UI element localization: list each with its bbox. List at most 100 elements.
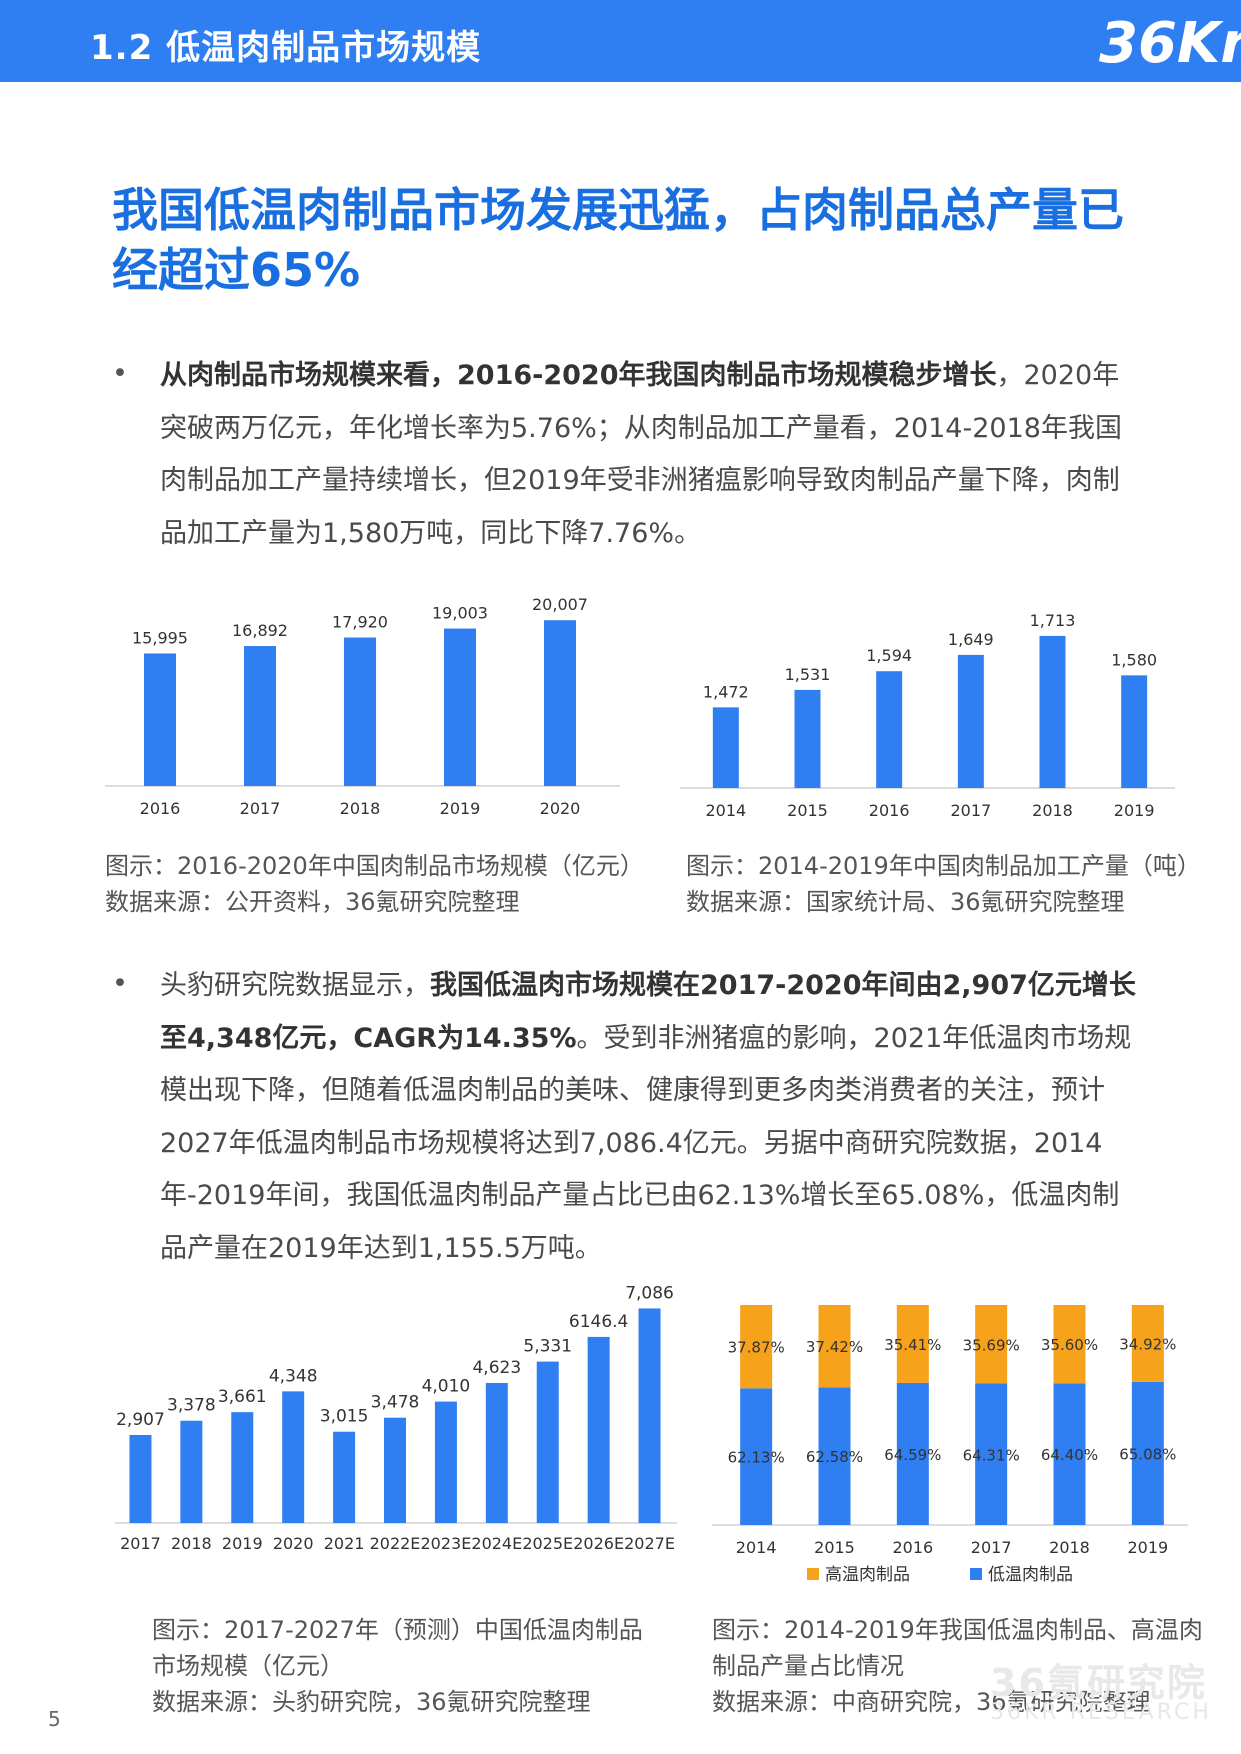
data-label: 1,580 [1111, 650, 1157, 669]
x-tick-label: 2018 [1032, 801, 1073, 820]
bar [231, 1412, 254, 1523]
page-header: 1.2 低温肉制品市场规模 36Kr [0, 0, 1241, 82]
data-label-low-temp: 65.08% [1119, 1445, 1176, 1463]
bar-high-temp [1053, 1305, 1086, 1384]
bullet-1: • [112, 358, 128, 389]
bar [1039, 635, 1066, 788]
data-label: 4,623 [472, 1358, 521, 1378]
x-tick-label: 2014 [705, 801, 746, 820]
x-tick-label: 2016 [869, 801, 910, 820]
bar [1121, 675, 1148, 788]
bar-high-temp [975, 1305, 1008, 1384]
data-label: 16,892 [232, 621, 288, 640]
data-label: 4,348 [269, 1366, 318, 1386]
x-tick-label: 2018 [1049, 1538, 1090, 1557]
data-label: 3,478 [371, 1393, 420, 1413]
x-tick-label: 2025E [522, 1534, 573, 1553]
bar-low-temp [1053, 1383, 1086, 1525]
x-tick-label: 2020 [273, 1534, 314, 1553]
data-label: 2,907 [116, 1410, 165, 1430]
bar [129, 1434, 152, 1523]
data-label: 3,661 [218, 1387, 267, 1407]
x-tick-label: 2019 [222, 1534, 263, 1553]
caption-3: 图示：2017-2027年（预测）中国低温肉制品 市场规模（亿元） 数据来源：头… [152, 1612, 643, 1720]
x-tick-label: 2021 [324, 1534, 365, 1553]
bar-high-temp [1131, 1305, 1164, 1382]
caption-1-title: 图示：2016-2020年中国肉制品市场规模（亿元） [105, 852, 644, 880]
x-tick-label: 2023E [420, 1534, 471, 1553]
bar [957, 654, 984, 788]
bar [434, 1401, 457, 1523]
chart-meat-market-size: 15,995 2016 16,892 2017 17,920 2018 19,003 2019… [105, 595, 620, 818]
bar [244, 646, 276, 786]
paragraph-1-text: ，2020年突破两万亿元，年化增长率为5.76%；从肉制品加工产量看，2014-… [160, 360, 1122, 549]
data-label: 3,378 [167, 1396, 216, 1416]
paragraph-2-lead: 头豹研究院数据显示， [160, 970, 430, 1001]
legend-label-high-temp: 高温肉制品 [825, 1565, 910, 1585]
x-tick-label: 2018 [171, 1534, 212, 1553]
data-label: 1,713 [1030, 611, 1076, 630]
caption-4-source: 数据来源：中商研究院，36氪研究院整理 [712, 1688, 1151, 1716]
caption-4-title-2: 制品产量占比情况 [712, 1652, 904, 1680]
data-label-high-temp: 35.69% [963, 1336, 1020, 1354]
logo-text: 36Kr [1099, 11, 1241, 76]
data-label: 1,594 [866, 646, 912, 665]
bar [444, 628, 476, 786]
x-tick-label: 2016 [140, 799, 181, 818]
data-label: 6146.4 [569, 1312, 628, 1332]
x-tick-label: 2017 [971, 1538, 1012, 1557]
watermark-logo-text: 36氪研究院 [990, 1661, 1207, 1705]
caption-4: 图示：2014-2019年我国低温肉制品、高温肉 制品产量占比情况 数据来源：中… [712, 1612, 1203, 1720]
bullet-2: • [112, 968, 128, 999]
x-tick-label: 2016 [892, 1538, 933, 1557]
data-label: 4,010 [422, 1377, 471, 1397]
data-label-low-temp: 64.31% [963, 1446, 1020, 1464]
data-label: 1,649 [948, 630, 994, 649]
data-label: 20,007 [532, 595, 588, 614]
paragraph-2: 头豹研究院数据显示，我国低温肉市场规模在2017-2020年间由2,907亿元增… [160, 960, 1145, 1275]
caption-2-source: 数据来源：国家统计局、36氪研究院整理 [686, 888, 1125, 916]
data-label-low-temp: 64.59% [884, 1446, 941, 1464]
bar-low-temp [740, 1388, 773, 1525]
bar [587, 1336, 610, 1523]
bar [282, 1391, 305, 1523]
bar [638, 1308, 661, 1523]
x-tick-label: 2015 [787, 801, 828, 820]
bar [536, 1361, 559, 1523]
bar-low-temp [818, 1387, 851, 1525]
x-tick-label: 2018 [340, 799, 381, 818]
x-tick-label: 2015 [814, 1538, 855, 1557]
x-tick-label: 2026E [573, 1534, 624, 1553]
data-label: 17,920 [332, 613, 388, 632]
bar [544, 620, 576, 786]
data-label: 15,995 [132, 628, 188, 647]
data-label-high-temp: 34.92% [1119, 1335, 1176, 1353]
data-label-high-temp: 37.42% [806, 1338, 863, 1356]
bar-low-temp [975, 1383, 1008, 1525]
paragraph-2-text: 。受到非洲猪瘟的影响，2021年低温肉市场规模出现下降，但随着低温肉制品的美味、… [160, 1022, 1132, 1264]
bar-low-temp [896, 1382, 929, 1525]
x-tick-label: 2019 [1127, 1538, 1168, 1557]
x-tick-label: 2017 [240, 799, 281, 818]
x-tick-label: 2020 [540, 799, 581, 818]
paragraph-1: 从肉制品市场规模来看，2016-2020年我国肉制品市场规模稳步增长，2020年… [160, 350, 1145, 560]
data-label: 5,331 [523, 1337, 572, 1357]
bar-high-temp [896, 1305, 929, 1383]
x-tick-label: 2017 [120, 1534, 161, 1553]
bar [794, 689, 821, 788]
bar-low-temp [1131, 1381, 1164, 1525]
legend-label-low-temp: 低温肉制品 [988, 1565, 1073, 1585]
x-tick-label: 2022E [370, 1534, 421, 1553]
bar-high-temp [818, 1305, 851, 1388]
data-label-high-temp: 35.41% [884, 1336, 941, 1354]
paragraph-2-bold: 我国低温肉市场规模在2017-2020年间由2,907亿元增长至4,348亿元，… [160, 970, 1136, 1054]
chart-low-temp-market-size: 2,907 2017 3,378 2018 3,661 2019 4,348 2020 3,01… [115, 1283, 677, 1553]
caption-1-source: 数据来源：公开资料，36氪研究院整理 [105, 888, 520, 916]
chart-low-high-temp-share: 62.13% 37.87% 2014 62.58% 37.42% 2015 64.59% 35… [712, 1305, 1188, 1585]
caption-2: 图示：2014-2019年中国肉制品加工产量（吨） 数据来源：国家统计局、36氪… [686, 848, 1201, 920]
bar [712, 707, 739, 788]
data-label: 19,003 [432, 604, 488, 623]
caption-3-title-2: 市场规模（亿元） [152, 1652, 344, 1680]
bar [876, 671, 903, 788]
x-tick-label: 2019 [440, 799, 481, 818]
